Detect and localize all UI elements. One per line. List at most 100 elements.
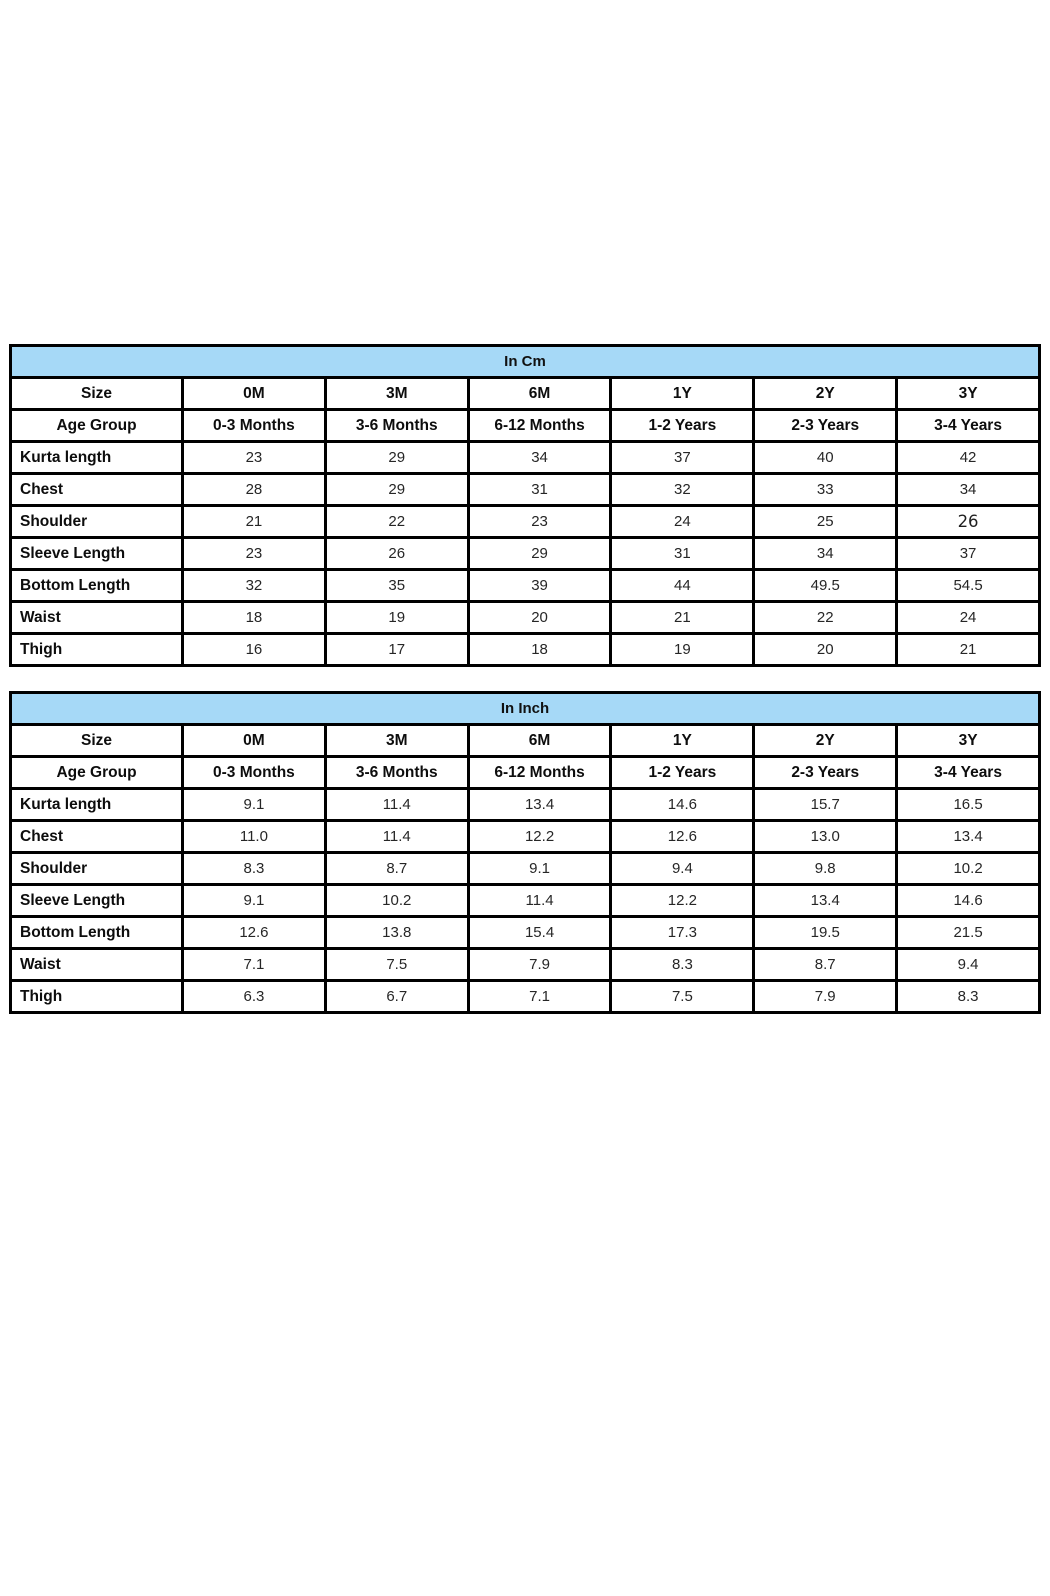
measurement-label: Shoulder [9,504,184,539]
age-group-cell: 3-6 Months [323,755,470,790]
value-cell: 13.4 [895,819,1041,854]
table-row: Age Group 0-3 Months 3-6 Months 6-12 Months… [9,408,1041,443]
value-cell: 7.5 [323,947,470,982]
measurement-label: Sleeve Length [9,536,184,571]
age-group-cell: 6-12 Months [466,755,613,790]
value-cell: 23 [466,504,613,539]
table-row: Sleeve Length 9.1 10.2 11.4 12.2 13.4 14.6 [9,883,1041,918]
value-cell: 17.3 [609,915,756,950]
value-cell: 13.4 [752,883,899,918]
value-cell: 21 [181,504,327,539]
age-group-cell: 3-6 Months [323,408,470,443]
value-cell: 9.1 [466,851,613,886]
value-cell: 37 [609,440,756,475]
size-header-cell: 2Y [752,723,899,758]
value-cell: 13.4 [466,787,613,822]
value-cell: 8.3 [609,947,756,982]
value-cell: 19 [609,632,756,667]
value-cell: 9.4 [895,947,1041,982]
size-header-cell: 1Y [609,376,756,411]
table-row: Size 0M 3M 6M 1Y 2Y 3Y [9,376,1041,411]
value-cell: 26 [323,536,470,571]
table-row: Bottom Length 12.6 13.8 15.4 17.3 19.5 21.5 [9,915,1041,950]
table-row: Waist 7.1 7.5 7.9 8.3 8.7 9.4 [9,947,1041,982]
value-cell: 29 [323,440,470,475]
measurement-label: Chest [9,819,184,854]
size-table-inch: In Inch Size 0M 3M 6M 1Y 2Y 3Y Age Group 0-3 Mont… [9,691,1041,1014]
value-cell: 11.0 [181,819,327,854]
value-cell: 13.0 [752,819,899,854]
value-cell: 9.4 [609,851,756,886]
measurement-label: Sleeve Length [9,883,184,918]
value-cell: 7.9 [752,979,899,1014]
value-cell: 37 [895,536,1041,571]
value-cell: 15.7 [752,787,899,822]
value-cell: 12.2 [466,819,613,854]
value-cell: 19 [323,600,470,635]
value-cell: 9.1 [181,883,327,918]
value-cell: 21.5 [895,915,1041,950]
value-cell: 20 [752,632,899,667]
value-cell: 11.4 [466,883,613,918]
value-cell: 31 [609,536,756,571]
size-header-cell: 3M [323,723,470,758]
value-cell: 14.6 [609,787,756,822]
size-header-cell: 3M [323,376,470,411]
value-cell: 24 [895,600,1041,635]
value-cell: 31 [466,472,613,507]
measurement-label: Bottom Length [9,915,184,950]
table-row: Kurta length 9.1 11.4 13.4 14.6 15.7 16.5 [9,787,1041,822]
value-cell: 7.1 [466,979,613,1014]
table-row: Shoulder 21 22 23 24 25 26 [9,504,1041,539]
value-cell: 8.3 [181,851,327,886]
size-label: Size [9,723,184,758]
value-cell: 8.7 [752,947,899,982]
value-cell: 10.2 [323,883,470,918]
age-group-cell: 2-3 Years [752,755,899,790]
value-cell: 22 [323,504,470,539]
value-cell: 22 [752,600,899,635]
measurement-label: Bottom Length [9,568,184,603]
value-cell: 25 [752,504,899,539]
age-group-cell: 1-2 Years [609,755,756,790]
value-cell: 6.3 [181,979,327,1014]
age-group-cell: 6-12 Months [466,408,613,443]
table-row: Kurta length 23 29 34 37 40 42 [9,440,1041,475]
table-row: Size 0M 3M 6M 1Y 2Y 3Y [9,723,1041,758]
value-cell: 10.2 [895,851,1041,886]
size-header-cell: 2Y [752,376,899,411]
value-cell: 7.5 [609,979,756,1014]
value-cell: 28 [181,472,327,507]
value-cell: 40 [752,440,899,475]
value-cell: 9.1 [181,787,327,822]
value-cell: 23 [181,536,327,571]
size-header-cell: 0M [181,723,327,758]
table-row: Thigh 16 17 18 19 20 21 [9,632,1041,667]
value-cell: 12.6 [181,915,327,950]
age-group-cell: 3-4 Years [895,755,1041,790]
value-cell: 20 [466,600,613,635]
measurement-label: Waist [9,947,184,982]
size-header-cell: 3Y [895,376,1041,411]
value-cell: 26 [895,504,1041,539]
value-cell: 54.5 [895,568,1041,603]
size-header-cell: 3Y [895,723,1041,758]
measurement-label: Thigh [9,632,184,667]
table-row: Bottom Length 32 35 39 44 49.5 54.5 [9,568,1041,603]
table-title: In Cm [9,344,1041,379]
value-cell: 49.5 [752,568,899,603]
table-row: Chest 11.0 11.4 12.2 12.6 13.0 13.4 [9,819,1041,854]
value-cell: 29 [323,472,470,507]
value-cell: 39 [466,568,613,603]
table-row: Age Group 0-3 Months 3-6 Months 6-12 Months… [9,755,1041,790]
size-header-cell: 1Y [609,723,756,758]
measurement-label: Thigh [9,979,184,1014]
value-cell: 32 [181,568,327,603]
value-cell: 42 [895,440,1041,475]
table-row: In Cm [9,344,1041,379]
age-group-cell: 3-4 Years [895,408,1041,443]
value-cell: 17 [323,632,470,667]
value-cell: 18 [466,632,613,667]
value-cell: 14.6 [895,883,1041,918]
age-group-label: Age Group [9,408,184,443]
